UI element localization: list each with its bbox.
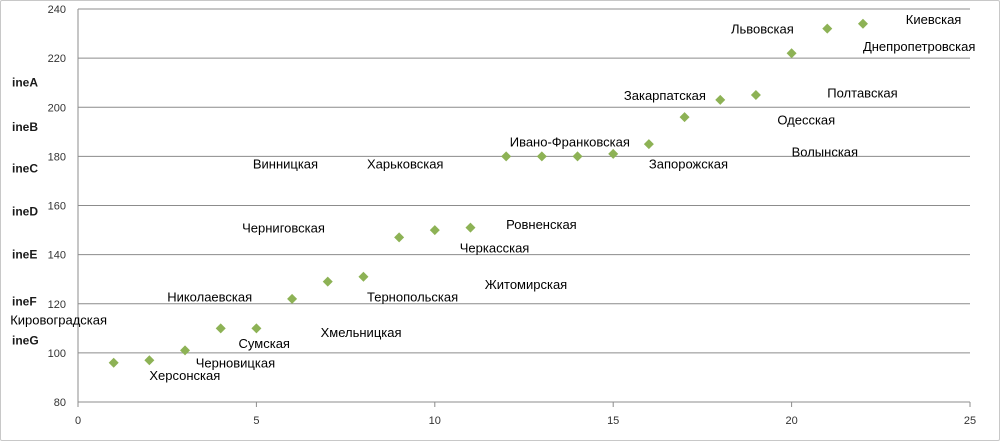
data-label: Житомирская bbox=[485, 277, 567, 292]
gridlines bbox=[78, 8, 970, 354]
data-point bbox=[108, 357, 119, 368]
data-point bbox=[857, 18, 868, 29]
data-point bbox=[572, 151, 583, 162]
data-label: Ивано-Франковская bbox=[510, 135, 630, 150]
data-point bbox=[750, 89, 761, 100]
data-point bbox=[822, 23, 833, 34]
x-tick-label: 25 bbox=[964, 415, 976, 427]
side-label: ineD bbox=[12, 205, 38, 219]
x-tick-label: 5 bbox=[253, 415, 259, 427]
data-point bbox=[180, 345, 191, 356]
data-point bbox=[215, 323, 226, 334]
x-tick-label: 20 bbox=[785, 415, 797, 427]
data-point bbox=[144, 355, 155, 366]
data-point bbox=[786, 48, 797, 59]
data-label: Днепропетровская bbox=[863, 39, 975, 54]
x-tick-label: 15 bbox=[607, 415, 619, 427]
data-label: Полтавская bbox=[827, 86, 897, 101]
data-label: Винницкая bbox=[253, 157, 318, 172]
data-point bbox=[715, 94, 726, 105]
data-point bbox=[679, 112, 690, 123]
data-point bbox=[287, 293, 298, 304]
x-tick-label: 10 bbox=[429, 415, 441, 427]
y-tick-label: 160 bbox=[48, 201, 66, 213]
y-tick-label: 80 bbox=[54, 397, 66, 409]
axes bbox=[77, 9, 971, 407]
data-point bbox=[536, 151, 547, 162]
y-tick-label: 200 bbox=[48, 102, 66, 114]
data-label: Николаевская bbox=[167, 289, 252, 304]
side-label: ineA bbox=[12, 76, 38, 90]
side-label: ineE bbox=[12, 248, 37, 262]
data-label: Киевская bbox=[906, 12, 962, 27]
data-label: Сумская bbox=[239, 336, 290, 351]
data-point bbox=[429, 225, 440, 236]
y-tick-label: 140 bbox=[48, 250, 66, 262]
data-label: Черновицкая bbox=[196, 356, 275, 371]
y-tick-label: 100 bbox=[48, 348, 66, 360]
side-label: ineB bbox=[12, 120, 38, 134]
data-label: Кировоградская bbox=[10, 313, 107, 328]
y-tick-label: 180 bbox=[48, 151, 66, 163]
x-tick-label: 0 bbox=[75, 415, 81, 427]
data-label: Черниговская bbox=[242, 221, 325, 236]
y-tick-label: 220 bbox=[48, 53, 66, 65]
data-label: Запорожская bbox=[649, 157, 728, 172]
data-points bbox=[108, 18, 868, 368]
data-label: Львовская bbox=[731, 22, 794, 37]
data-label: Хмельницкая bbox=[321, 325, 402, 340]
data-point bbox=[501, 151, 512, 162]
data-label: Черкасская bbox=[460, 240, 530, 255]
data-point bbox=[608, 148, 619, 159]
data-label: Ровненская bbox=[506, 217, 577, 232]
data-label: Харьковская bbox=[367, 157, 443, 172]
data-point bbox=[251, 323, 262, 334]
y-tick-labels: 80 100 120 140 160 180 200 220 240 bbox=[48, 4, 66, 409]
side-labels: ineA ineB ineC ineD ineE ineF ineG bbox=[12, 76, 39, 348]
data-point bbox=[322, 276, 333, 287]
data-point bbox=[394, 232, 405, 243]
y-tick-label: 240 bbox=[48, 4, 66, 16]
x-tick-labels: 0 5 10 15 20 25 bbox=[75, 415, 976, 427]
y-tick-label: 120 bbox=[48, 299, 66, 311]
data-label: Волынская bbox=[792, 144, 858, 159]
side-label: ineC bbox=[12, 162, 38, 176]
data-label: Тернопольская bbox=[367, 289, 458, 304]
data-point bbox=[465, 222, 476, 233]
data-point bbox=[358, 271, 369, 282]
data-label: Одесская bbox=[777, 113, 835, 128]
side-label: ineF bbox=[12, 294, 37, 308]
side-label: ineG bbox=[12, 334, 39, 348]
data-label: Херсонская bbox=[149, 368, 220, 383]
data-point bbox=[643, 139, 654, 150]
data-label: Закарпатская bbox=[624, 88, 706, 103]
